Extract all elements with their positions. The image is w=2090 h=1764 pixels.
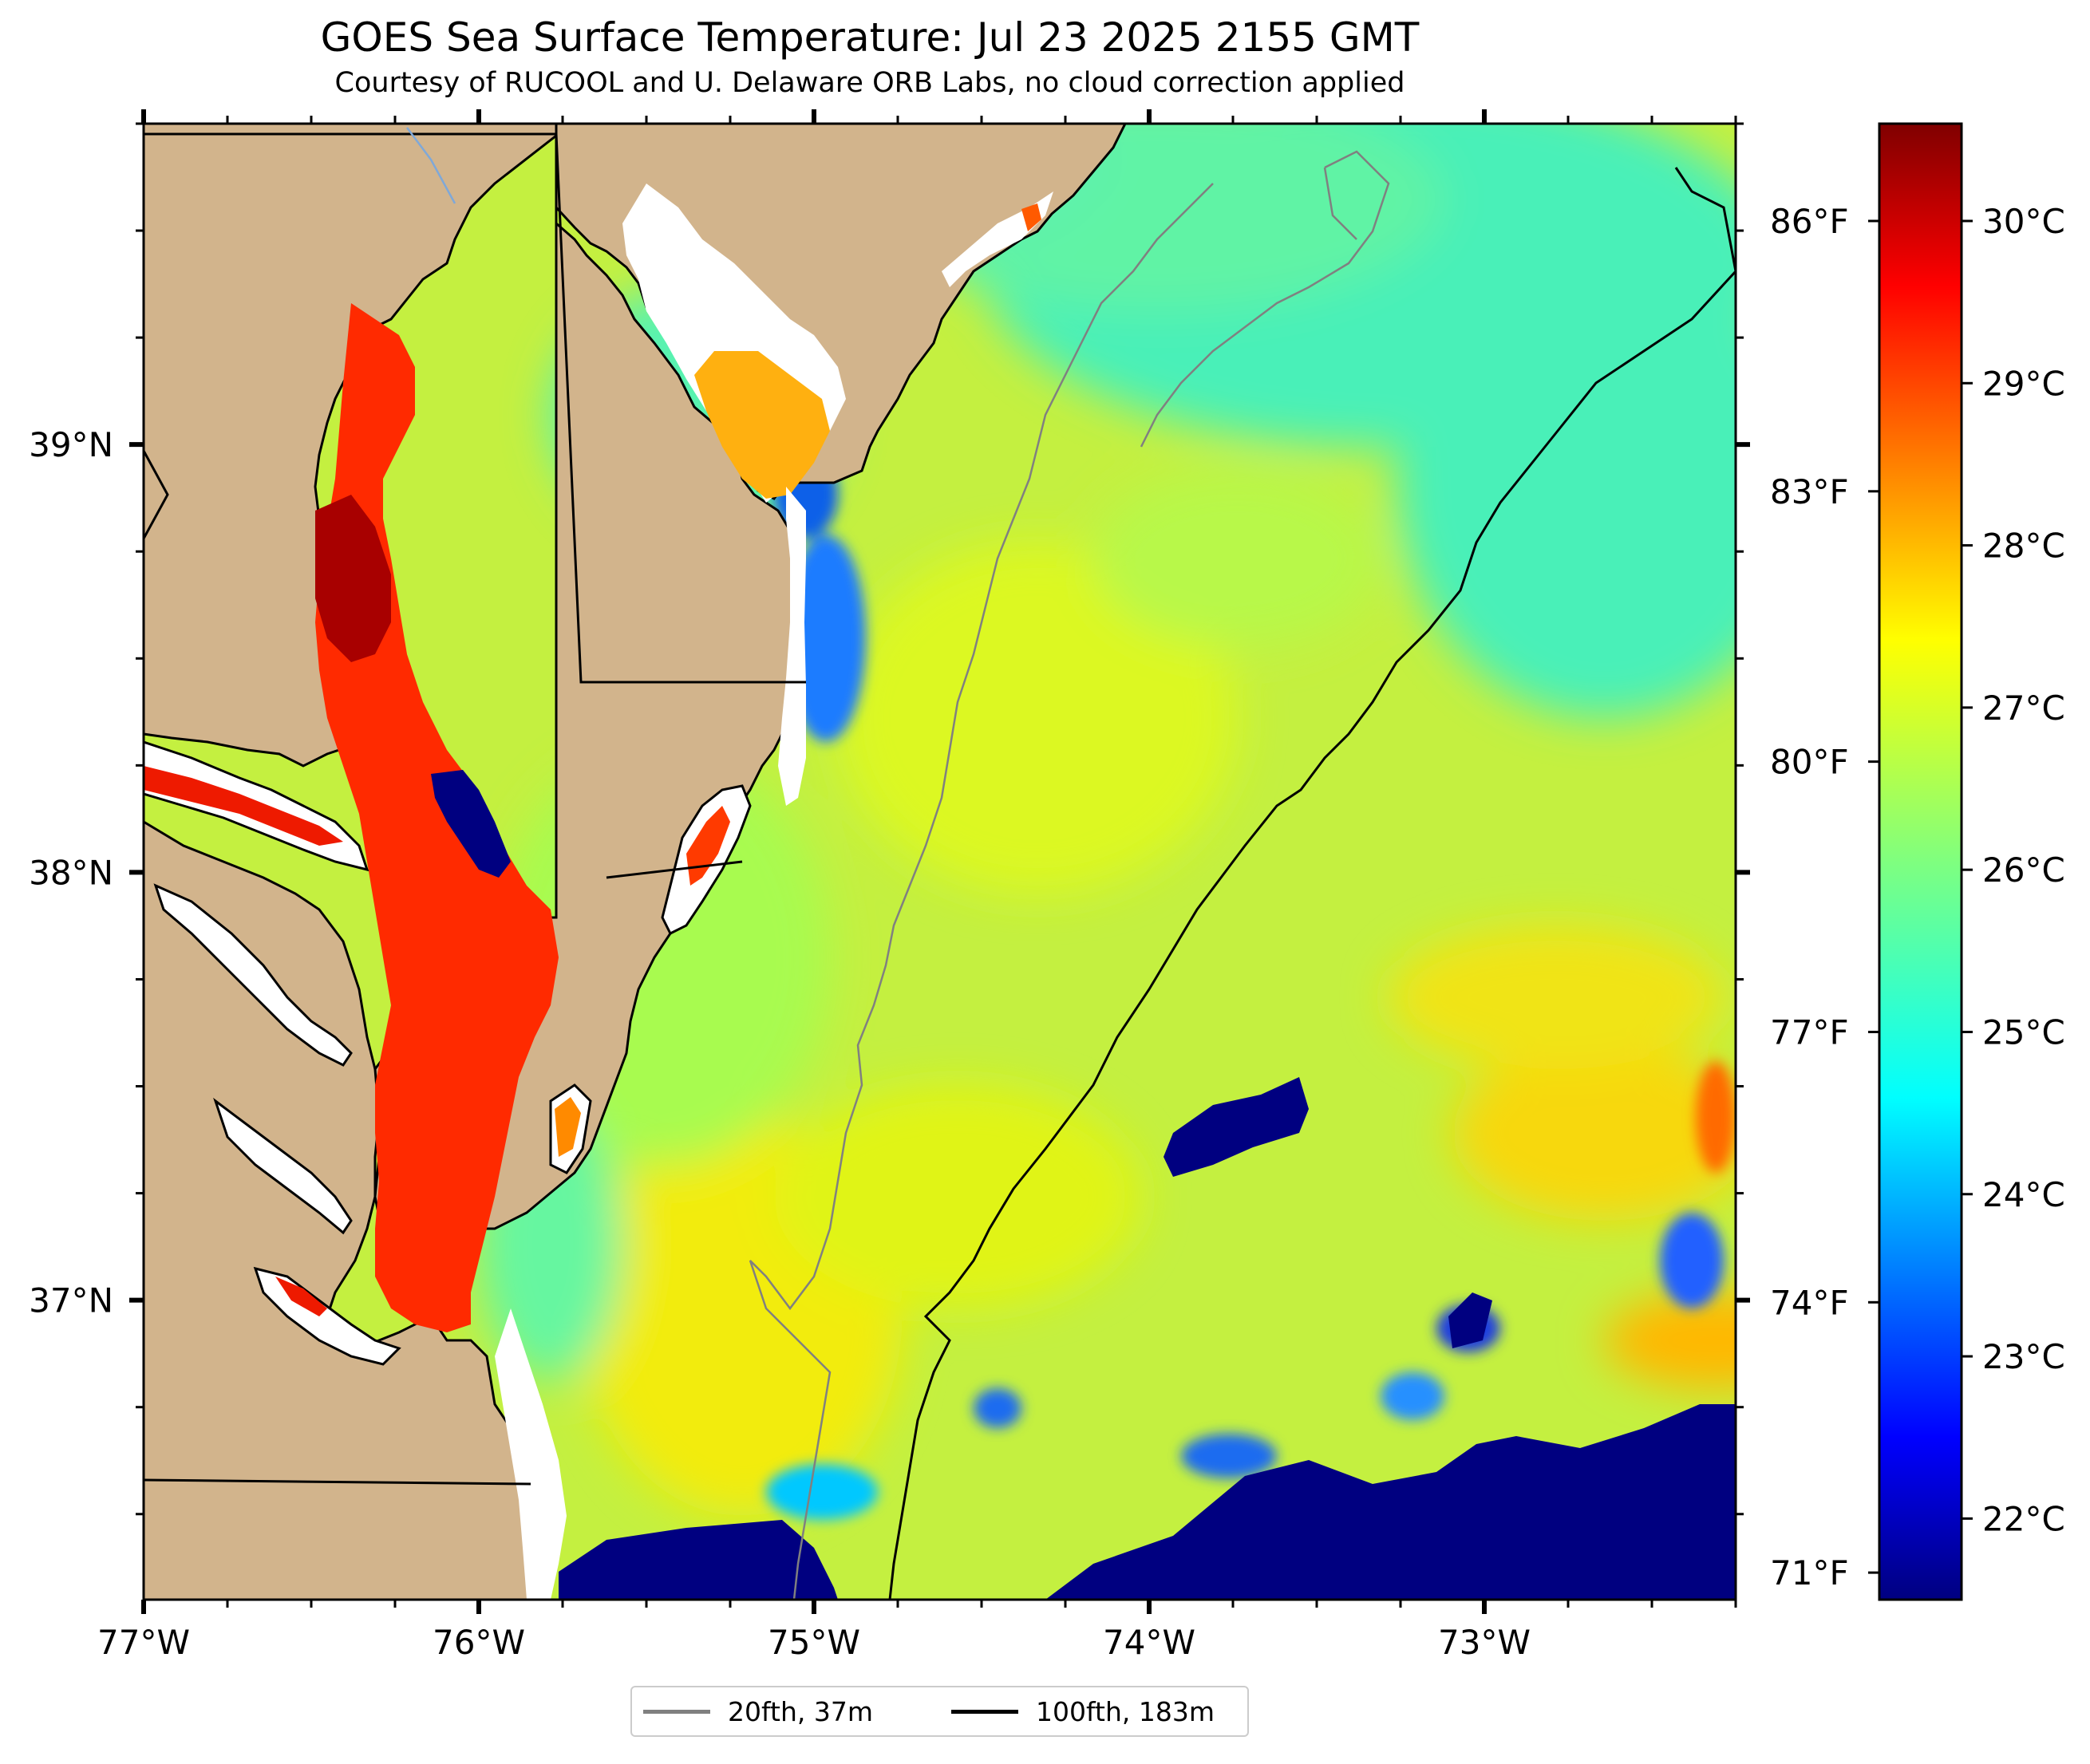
legend-swatch-100fth xyxy=(951,1709,1018,1714)
isobaths xyxy=(749,150,1736,1600)
colorbar-tick-label: 25°C xyxy=(1982,1012,2065,1052)
colorbar xyxy=(1878,122,1963,1601)
rappahannock-river xyxy=(153,883,353,1067)
va-ocean-coast-strip xyxy=(495,1308,567,1600)
cold-patch-south-1 xyxy=(559,1520,838,1600)
eastern-shore-lagoon-sst xyxy=(686,806,730,886)
delmarva-peninsula xyxy=(555,124,1127,500)
lat-tick-label: 38°N xyxy=(29,853,113,892)
james-river-hot xyxy=(275,1277,327,1316)
map-title: GOES Sea Surface Temperature: Jul 23 202… xyxy=(320,14,1420,61)
legend-label-20fth: 20fth, 37m xyxy=(728,1695,873,1727)
lat-tick-label: 39°N xyxy=(29,425,113,464)
colorbar-tick-label: 27°C xyxy=(1982,689,2065,728)
legend-entry-100fth: 100fth, 183m xyxy=(951,1687,1215,1735)
legend-entry-20fth: 20fth, 37m xyxy=(643,1687,873,1735)
colorbar-tick-label: 30°C xyxy=(1982,202,2065,241)
colorbar-tick-label: 28°C xyxy=(1982,527,2065,566)
map-subtitle: Courtesy of RUCOOL and U. Delaware ORB L… xyxy=(334,67,1405,99)
river-line xyxy=(406,127,456,204)
isobath-legend: 20fth, 37m 100fth, 183m xyxy=(630,1686,1249,1737)
fahrenheit-tick-label: 80°F xyxy=(1770,743,1849,782)
va-nc-border xyxy=(144,1478,531,1486)
ocean-coast-strip xyxy=(778,487,806,806)
lon-tick-label: 73°W xyxy=(1438,1623,1531,1662)
york-river xyxy=(213,1097,353,1235)
map-frame xyxy=(142,122,1737,1601)
legend-label-100fth: 100fth, 183m xyxy=(1036,1695,1215,1727)
legend-swatch-20fth xyxy=(643,1709,710,1714)
lon-tick-label: 74°W xyxy=(1103,1623,1195,1662)
fahrenheit-tick-label: 77°F xyxy=(1770,1012,1849,1052)
colorbar-tick-label: 22°C xyxy=(1982,1499,2065,1538)
lon-tick-label: 76°W xyxy=(433,1623,525,1662)
land xyxy=(144,124,1127,1600)
map-axes: 77°W 76°W 75°W 74°W 73°W 39°N 38°N 37°N xyxy=(29,109,1750,1662)
cape-may-warm xyxy=(1021,203,1041,231)
colorbar-ticks: 30°C 29°C 28°C 27°C 26°C 25°C 24°C 23°C 22°C 86°F… xyxy=(1770,202,2065,1592)
cold-patch-south-2 xyxy=(1045,1404,1736,1600)
colorbar-tick-label: 23°C xyxy=(1982,1337,2065,1376)
fahrenheit-tick-label: 71°F xyxy=(1770,1553,1849,1592)
md-va-border xyxy=(606,860,743,879)
isobath-20fth-shoals xyxy=(1140,150,1390,448)
fahrenheit-tick-label: 86°F xyxy=(1770,202,1849,241)
lat-tick-label: 37°N xyxy=(29,1281,113,1320)
cold-patch-south-3 xyxy=(1448,1292,1492,1348)
colorbar-tick-label: 24°C xyxy=(1982,1175,2065,1214)
colorbar-tick-label: 29°C xyxy=(1982,364,2065,403)
isobath-100fth xyxy=(888,167,1736,1600)
fahrenheit-tick-label: 74°F xyxy=(1770,1283,1849,1322)
chesapeake-upper-hot xyxy=(315,495,391,662)
fahrenheit-tick-label: 83°F xyxy=(1770,472,1849,511)
isobath-20fth xyxy=(749,183,1214,1600)
de-md-border xyxy=(555,133,806,684)
lon-tick-label: 75°W xyxy=(768,1623,860,1662)
cold-patch-offshore xyxy=(1164,1077,1309,1177)
colorbar-tick-label: 26°C xyxy=(1982,850,2065,890)
western-notch xyxy=(144,450,169,539)
delaware-bay-sst xyxy=(694,351,830,499)
potomac-hot xyxy=(144,766,343,846)
chesapeake-cold-pocket xyxy=(431,770,511,878)
barrier-islands-south-sst xyxy=(555,1097,581,1157)
lon-tick-label: 77°W xyxy=(97,1623,190,1662)
